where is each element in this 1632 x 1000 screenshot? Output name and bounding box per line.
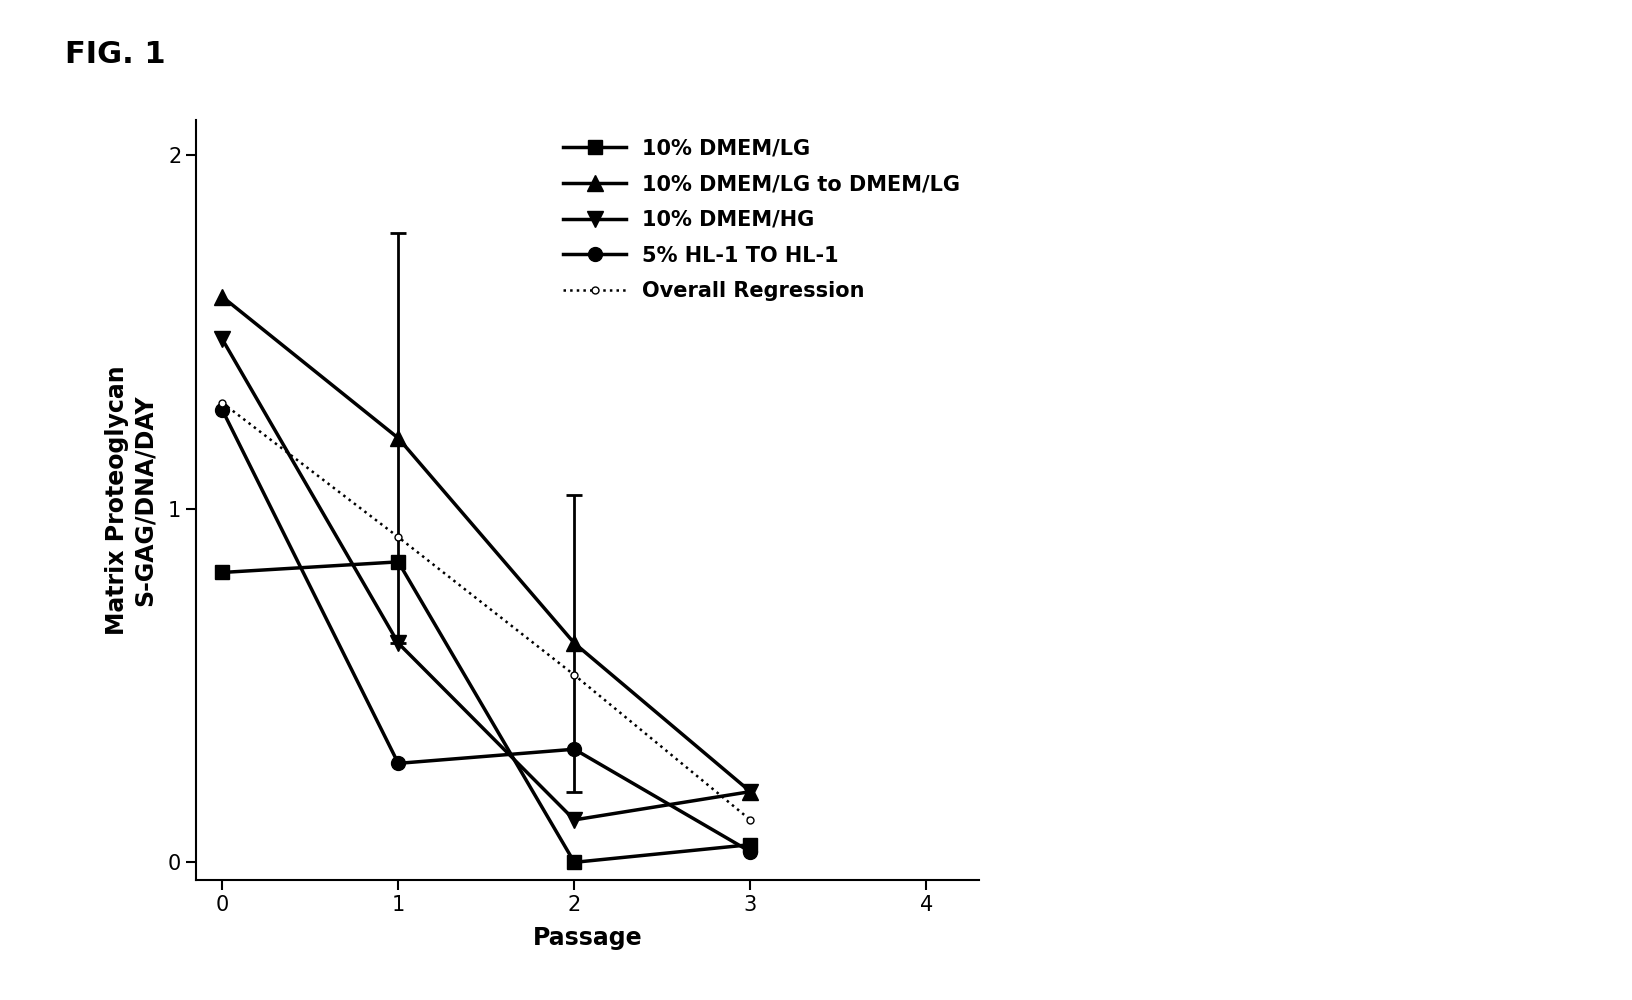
Y-axis label: Matrix Proteoglycan
S-GAG/DNA/DAY: Matrix Proteoglycan S-GAG/DNA/DAY (104, 365, 157, 635)
Text: FIG. 1: FIG. 1 (65, 40, 166, 69)
X-axis label: Passage: Passage (532, 926, 643, 950)
Legend: 10% DMEM/LG, 10% DMEM/LG to DMEM/LG, 10% DMEM/HG, 5% HL-1 TO HL-1, Overall Regre: 10% DMEM/LG, 10% DMEM/LG to DMEM/LG, 10%… (555, 130, 969, 310)
